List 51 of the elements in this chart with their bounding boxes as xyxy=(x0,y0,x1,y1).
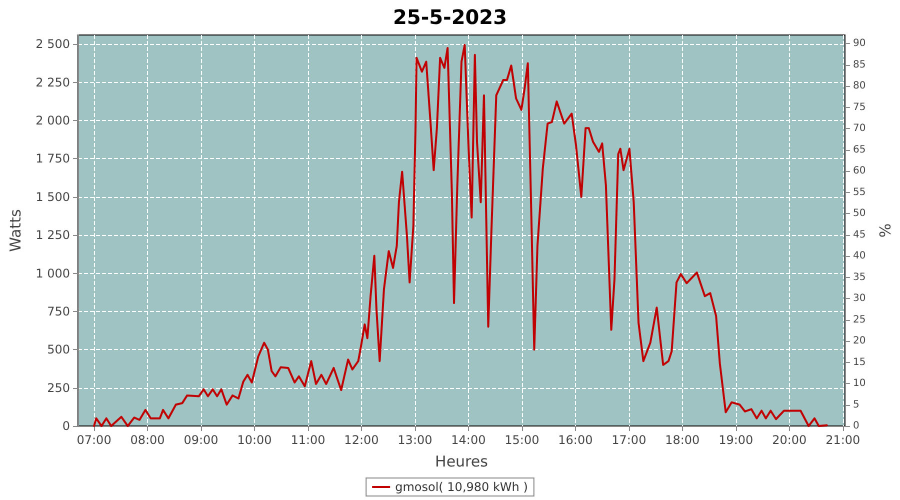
x-tick-label: 14:00 xyxy=(451,433,486,447)
x-tick-label: 09:00 xyxy=(184,433,218,447)
x-tick-label: 11:00 xyxy=(290,433,326,447)
x-tick-label: 15:00 xyxy=(504,433,540,447)
y-tick-label: 500 xyxy=(47,342,70,357)
line-series xyxy=(93,44,828,427)
y2-tick-label: 5 xyxy=(853,399,860,410)
y2-axis-title: % xyxy=(876,223,894,238)
chart-title: 25-5-2023 xyxy=(392,5,508,29)
x-tick-label: 18:00 xyxy=(665,433,700,447)
y-axis-title: Watts xyxy=(6,209,24,252)
y2-tick-label: 0 xyxy=(853,420,860,432)
y-tick-label: 250 xyxy=(47,380,70,395)
y-tick-label: 0 xyxy=(62,419,70,433)
x-tick-label: 13:00 xyxy=(398,433,432,447)
x-tick-label: 07:00 xyxy=(76,433,112,447)
y2-tick-label: 30 xyxy=(853,293,866,304)
y-tick-label: 2 250 xyxy=(36,75,70,90)
x-tick-label: 10:00 xyxy=(237,433,272,447)
y2-tick-label: 10 xyxy=(853,378,866,389)
y-tick-label: 1 250 xyxy=(36,228,70,242)
legend-label: gmosol( 10,980 kWh ) xyxy=(395,480,528,494)
y-tick-label: 2 000 xyxy=(36,114,70,128)
y2-tick-label: 50 xyxy=(853,208,866,219)
y-tick-label: 1 000 xyxy=(36,266,70,280)
x-tick-label: 20:00 xyxy=(772,433,807,447)
y2-tick-label: 15 xyxy=(853,356,866,368)
y2-tick-label: 35 xyxy=(853,272,866,283)
y-tick-label: 1 750 xyxy=(36,152,70,166)
y2-tick-label: 90 xyxy=(853,38,866,49)
x-tick-label: 21:00 xyxy=(826,433,860,447)
x-tick-label: 19:00 xyxy=(718,433,754,447)
y2-tick-label: 75 xyxy=(853,102,866,113)
y2-tick-label: 65 xyxy=(853,144,866,156)
x-tick-label: 17:00 xyxy=(612,433,646,447)
x-tick-label: 16:00 xyxy=(558,433,593,447)
y2-tick-label: 40 xyxy=(853,250,866,262)
y2-tick-label: 85 xyxy=(853,59,866,70)
y2-tick-label: 20 xyxy=(853,336,866,346)
y2-tick-label: 45 xyxy=(853,229,866,240)
x-tick-label: 08:00 xyxy=(130,433,165,447)
y2-tick-label: 70 xyxy=(853,123,866,134)
y2-tick-label: 80 xyxy=(853,80,866,92)
y-tick-label: 750 xyxy=(47,304,70,318)
x-tick-label: 12:00 xyxy=(344,433,379,447)
y-tick-label: 1 500 xyxy=(36,190,70,204)
y2-tick-label: 60 xyxy=(853,166,866,176)
x-axis-title: Heures xyxy=(435,452,488,470)
y2-tick-label: 25 xyxy=(853,314,866,326)
y-tick-label: 2 500 xyxy=(36,37,70,52)
y2-tick-label: 55 xyxy=(853,186,866,198)
